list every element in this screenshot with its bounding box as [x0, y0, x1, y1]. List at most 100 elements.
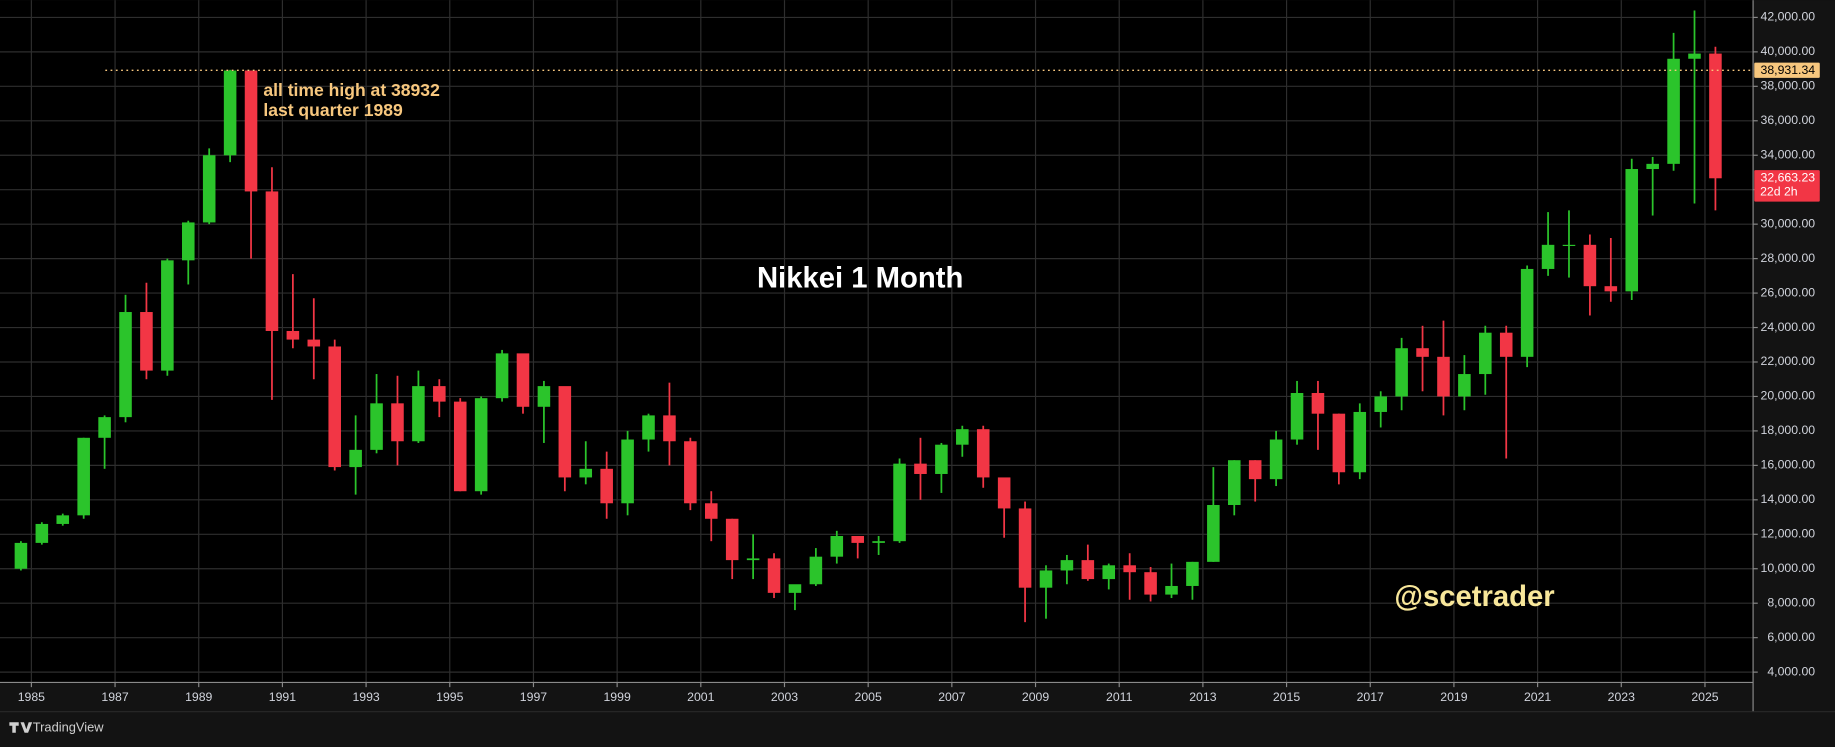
- y-tick-label: 42,000.00: [1761, 10, 1816, 24]
- candle-body: [788, 584, 802, 593]
- y-tick-label: 40,000.00: [1761, 44, 1816, 58]
- candle-body: [328, 346, 341, 468]
- candle-body: [140, 312, 153, 371]
- y-tick-label: 24,000.00: [1761, 320, 1816, 334]
- candle-body: [516, 353, 530, 407]
- y-tick-label: 4,000.00: [1767, 664, 1815, 678]
- candle-body: [453, 401, 467, 492]
- y-tick-label: 14,000.00: [1761, 492, 1816, 506]
- y-tick-label: 10,000.00: [1761, 561, 1816, 575]
- candle-body: [1269, 439, 1283, 480]
- candle-body: [704, 503, 718, 519]
- candle-body: [1290, 393, 1304, 440]
- candle-body: [1332, 413, 1346, 473]
- reference-price-box: [1754, 62, 1820, 78]
- x-tick-label: 2025: [1691, 690, 1718, 704]
- candle-body: [1039, 570, 1053, 588]
- candle-body: [1437, 356, 1450, 397]
- x-tick-label: 2021: [1524, 690, 1551, 704]
- candle-body: [914, 463, 927, 474]
- candle-body: [433, 386, 446, 402]
- candle-body: [370, 403, 383, 450]
- x-tick-label: 1989: [185, 690, 212, 704]
- candle-body: [663, 415, 676, 442]
- candle-body: [893, 463, 906, 542]
- annotation: last quarter 1989: [263, 100, 403, 120]
- x-tick-label: 2003: [771, 690, 798, 704]
- candle-body: [600, 468, 613, 504]
- x-tick-label: 1995: [436, 690, 463, 704]
- x-tick-label: 2019: [1440, 690, 1467, 704]
- y-tick-label: 18,000.00: [1761, 423, 1816, 437]
- x-tick-label: 2011: [1106, 690, 1133, 704]
- reference-price-label: 38,931.34: [1761, 63, 1816, 77]
- candle-body: [1479, 332, 1492, 375]
- candle-body: [1667, 58, 1680, 164]
- x-tick-label: 1991: [269, 690, 296, 704]
- candle-body: [307, 339, 321, 347]
- candle-body: [725, 518, 739, 561]
- brand-logo: [9, 722, 33, 733]
- candle-body: [1374, 396, 1387, 412]
- candle-body: [621, 439, 634, 504]
- y-tick-label: 12,000.00: [1761, 527, 1816, 541]
- candle-body: [1709, 53, 1722, 179]
- x-tick-label: 2017: [1357, 690, 1384, 704]
- candle-body: [77, 437, 90, 516]
- candle-body: [642, 415, 655, 440]
- candle-body: [1562, 244, 1576, 247]
- candle-body: [767, 558, 781, 593]
- candle-body: [1123, 565, 1136, 573]
- candle-body: [1604, 286, 1618, 292]
- candle-body: [1207, 504, 1220, 562]
- candle-body: [1060, 560, 1074, 571]
- candle-body: [684, 441, 697, 504]
- last-price-label: 32,663.23: [1761, 171, 1816, 185]
- candle-body: [1102, 565, 1116, 580]
- candle-body: [1186, 561, 1199, 586]
- candle-body: [35, 523, 49, 543]
- y-tick-label: 20,000.00: [1761, 389, 1816, 403]
- candle-body: [391, 403, 404, 442]
- x-tick-label: 1987: [101, 690, 128, 704]
- candle-body: [412, 386, 425, 442]
- candle-body: [286, 330, 300, 340]
- chart-title: Nikkei 1 Month: [757, 263, 963, 295]
- candle-body: [265, 191, 279, 331]
- candle-body: [495, 353, 509, 399]
- candle-body: [1688, 53, 1701, 59]
- candle-body: [14, 542, 28, 569]
- candle-body: [579, 468, 593, 478]
- candle-body: [349, 449, 362, 468]
- y-tick-label: 30,000.00: [1761, 216, 1816, 230]
- y-tick-label: 36,000.00: [1761, 113, 1816, 127]
- candle-body: [1081, 560, 1095, 580]
- watermark: @scetrader: [1394, 581, 1554, 613]
- candle-body: [202, 155, 216, 223]
- x-tick-label: 2005: [855, 690, 882, 704]
- x-tick-label: 2023: [1608, 690, 1635, 704]
- candle-body: [1458, 374, 1471, 397]
- candle-body: [1416, 348, 1429, 357]
- candle-body: [872, 541, 885, 543]
- candle-body: [851, 536, 864, 543]
- candle-body: [1625, 169, 1639, 292]
- candle-body: [1499, 332, 1513, 357]
- x-tick-label: 1993: [352, 690, 379, 704]
- x-tick-label: 1985: [18, 690, 45, 704]
- x-tick-label: 2007: [938, 690, 965, 704]
- last-price-box: [1754, 170, 1820, 202]
- candle-body: [935, 444, 948, 474]
- y-tick-label: 34,000.00: [1761, 147, 1816, 161]
- candle-body: [558, 386, 572, 478]
- candle-body: [1227, 460, 1241, 505]
- annotation: all time high at 38932: [263, 80, 440, 100]
- y-tick-label: 38,000.00: [1761, 79, 1816, 93]
- candle-body: [746, 558, 760, 561]
- candle-body: [1541, 244, 1555, 269]
- y-tick-label: 6,000.00: [1767, 630, 1815, 644]
- candle-body: [1018, 508, 1032, 588]
- candle-body: [1248, 460, 1262, 480]
- candle-body: [1353, 411, 1367, 473]
